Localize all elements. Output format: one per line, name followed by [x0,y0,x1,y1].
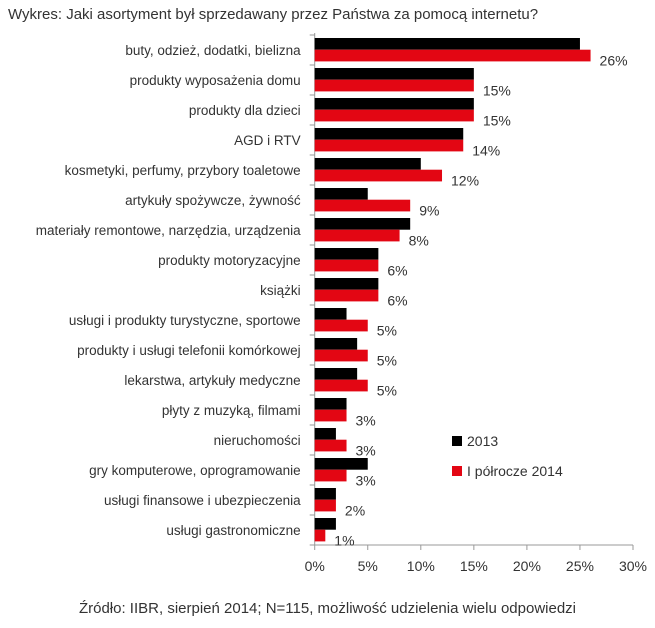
bar-2014-h1 [314,469,347,482]
data-label: 5% [377,352,397,368]
category-label: produkty motoryzacyjne [158,253,301,268]
data-label: 12% [451,172,479,188]
category-label: usługi i produkty turystyczne, sportowe [69,313,301,328]
category-label: artykuły spożywcze, żywność [125,193,301,208]
category-label: gry komputerowe, oprogramowanie [89,463,301,478]
x-tick-label: 10% [407,558,435,574]
bar-2014-h1 [314,139,464,152]
bar-2014-h1 [314,379,368,392]
data-label: 6% [387,262,407,278]
category-label: kosmetyki, perfumy, przybory toaletowe [65,163,301,178]
bar-2014-h1 [314,79,474,92]
bar-2013 [314,158,421,170]
bar-2013 [314,458,368,470]
category-label: książki [260,283,301,298]
category-label: buty, odzież, dodatki, bielizna [125,43,301,58]
bar-2013 [314,98,474,110]
bar-2014-h1 [314,289,379,302]
data-label: 1% [334,532,354,548]
bar-2013 [314,518,336,530]
data-label: 5% [377,322,397,338]
x-tick-label: 0% [305,558,325,574]
legend-swatch-2014 [452,466,462,476]
legend-label: 2013 [467,433,498,449]
bar-2013 [314,398,347,410]
data-label: 9% [419,202,439,218]
bar-2014-h1 [314,49,591,62]
category-label: nieruchomości [214,433,301,448]
data-label: 26% [600,52,628,68]
bar-2014-h1 [314,529,326,542]
x-tick-label: 25% [566,558,594,574]
data-label: 14% [472,142,500,158]
category-label: produkty wyposażenia domu [130,73,301,88]
category-label: produkty dla dzieci [189,103,301,118]
bar-2013 [314,128,464,140]
bar-2013 [314,278,379,290]
category-label: płyty z muzyką, filmami [162,403,301,418]
x-tick-label: 5% [358,558,378,574]
category-label: lekarstwa, artykuły medyczne [124,373,300,388]
bar-2013 [314,428,336,440]
bar-2014-h1 [314,199,411,212]
bar-2014-h1 [314,259,379,272]
bar-2014-h1 [314,109,474,122]
x-tick-label: 15% [460,558,488,574]
x-tick-label: 30% [619,558,647,574]
bar-2014-h1 [314,439,347,452]
bar-chart: 0% 5% 10% 15% 20% 25% 30% buty, odzież, dodatki… [36,33,647,574]
legend-label: I półrocze 2014 [467,463,563,479]
data-label: 8% [409,232,429,248]
bar-2013 [314,38,580,50]
category-label: AGD i RTV [234,133,301,148]
category-label: usługi finansowe i ubezpieczenia [104,493,301,508]
bar-2014-h1 [314,169,443,182]
bar-2013 [314,308,347,320]
bar-2013 [314,68,474,80]
bar-2014-h1 [314,349,368,362]
bar-2013 [314,338,358,350]
bar-2013 [314,248,379,260]
chart-title: Wykres: Jaki asortyment był sprzedawany … [8,6,539,23]
bar-2013 [314,368,358,380]
bar-2014-h1 [314,319,368,332]
category-label: usługi gastronomiczne [166,523,300,538]
data-label: 5% [377,382,397,398]
source-note: Źródło: IIBR, sierpień 2014; N=115, możl… [78,600,577,617]
data-label: 3% [356,442,376,458]
data-label: 3% [356,412,376,428]
data-label: 3% [356,472,376,488]
bar-2014-h1 [314,409,347,422]
data-label: 15% [483,82,511,98]
category-label: materiały remontowe, narzędzia, urządzen… [36,223,301,238]
bar-2013 [314,188,368,200]
bar-2013 [314,218,411,230]
bar-2013 [314,488,336,500]
data-label: 15% [483,112,511,128]
bar-2014-h1 [314,499,336,512]
data-label: 2% [345,502,365,518]
legend-swatch-2013 [452,436,462,446]
category-label: produkty i usługi telefonii komórkowej [77,343,301,358]
bar-2014-h1 [314,229,400,242]
x-tick-label: 20% [513,558,541,574]
data-label: 6% [387,292,407,308]
